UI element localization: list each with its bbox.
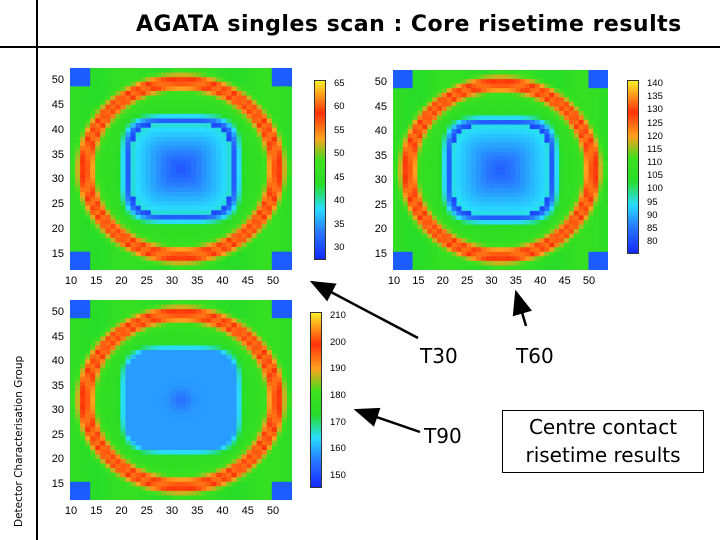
y-tick-label: 35	[374, 149, 387, 162]
x-tick-label: 50	[266, 275, 280, 287]
x-tick-label: 45	[241, 275, 254, 287]
vertical-divider	[36, 0, 38, 540]
heatmap-t60	[393, 70, 608, 270]
y-tick-label: 15	[51, 478, 64, 490]
x-tick-label: 50	[266, 505, 280, 517]
x-tick-label: 40	[534, 275, 547, 287]
x-tick-label: 25	[140, 275, 153, 287]
colorbar-tick-label: 95	[647, 196, 658, 208]
heatmap-t90	[70, 300, 292, 500]
y-tick-label: 35	[51, 148, 64, 161]
colorbar-t90	[310, 312, 322, 488]
x-tick-label: 30	[485, 275, 498, 287]
x-tick-label: 10	[64, 275, 78, 287]
y-tick-label: 45	[51, 98, 64, 111]
y-tick-label: 35	[51, 379, 64, 392]
x-tick-label: 20	[115, 505, 128, 517]
y-tick-label: 30	[51, 404, 64, 417]
heatmap-t30	[70, 68, 292, 270]
colorbar-tick-label: 90	[647, 209, 658, 221]
y-tick-label: 45	[51, 330, 64, 343]
x-tick-label: 30	[165, 275, 179, 287]
x-tick-label: 25	[140, 505, 153, 517]
colorbar-t60	[627, 80, 639, 254]
colorbar-tick-label: 105	[647, 170, 663, 182]
colorbar-tick-label: 170	[330, 416, 346, 428]
colorbar-tick-label: 125	[647, 117, 663, 129]
x-tick-label: 35	[191, 505, 204, 517]
colorbar-tick-label: 110	[647, 157, 663, 168]
y-tick-label: 45	[374, 100, 387, 113]
colorbar-tick-label: 65	[334, 78, 345, 89]
colorbar-tick-label: 135	[647, 91, 663, 103]
colorbar-tick-label: 45	[334, 171, 345, 183]
colorbar-tick-label: 40	[334, 195, 345, 207]
x-tick-label: 10	[387, 275, 401, 287]
colorbar-tick-label: 115	[647, 143, 663, 155]
x-tick-label: 25	[461, 275, 474, 287]
caption-t60: T60	[516, 344, 554, 368]
horizontal-divider	[0, 46, 720, 48]
y-tick-label: 20	[374, 223, 387, 236]
y-tick-label: 25	[51, 428, 64, 441]
y-tick-label: 40	[374, 125, 387, 138]
x-tick-label: 15	[90, 275, 103, 287]
colorbar-tick-label: 35	[334, 218, 345, 230]
y-tick-label: 15	[374, 248, 387, 260]
colorbar-t30	[314, 80, 326, 260]
x-tick-label: 35	[191, 275, 204, 287]
caption-t90: T90	[424, 424, 462, 448]
colorbar-tick-label: 190	[330, 363, 346, 375]
colorbar-tick-label: 210	[330, 310, 346, 321]
arrow-t60	[512, 289, 532, 327]
y-tick-label: 30	[374, 174, 387, 187]
y-tick-label: 40	[51, 123, 64, 136]
x-tick-label: 30	[165, 505, 179, 517]
colorbar-tick-label: 50	[334, 148, 345, 160]
colorbar-tick-label: 160	[330, 443, 346, 455]
x-tick-label: 50	[582, 275, 596, 287]
y-tick-label: 30	[51, 173, 64, 186]
colorbar-tick-label: 180	[330, 390, 346, 401]
x-tick-label: 35	[509, 275, 522, 287]
x-tick-label: 45	[241, 505, 254, 517]
colorbar-tick-label: 100	[647, 183, 663, 195]
x-tick-label: 20	[436, 275, 449, 287]
y-tick-label: 20	[51, 453, 64, 466]
x-tick-label: 15	[412, 275, 425, 287]
x-tick-label: 40	[216, 505, 229, 517]
note-line-2: risetime results	[525, 443, 681, 467]
caption-t30: T30	[420, 344, 458, 368]
y-tick-label: 50	[51, 306, 64, 318]
colorbar-tick-label: 55	[334, 124, 345, 136]
y-tick-label: 15	[51, 248, 64, 260]
y-tick-label: 25	[374, 198, 387, 211]
x-tick-label: 40	[216, 275, 229, 287]
colorbar-tick-label: 80	[647, 236, 658, 247]
colorbar-tick-label: 200	[330, 336, 346, 348]
y-tick-label: 25	[51, 198, 64, 211]
x-tick-label: 45	[558, 275, 571, 287]
arrow-t30	[309, 280, 419, 340]
y-tick-label: 20	[51, 223, 64, 236]
slide-title: AGATA singles scan : Core risetime resul…	[136, 12, 682, 37]
y-tick-label: 40	[51, 355, 64, 368]
colorbar-tick-label: 140	[647, 78, 663, 89]
y-tick-label: 50	[374, 76, 387, 88]
x-tick-label: 15	[90, 505, 103, 517]
x-tick-label: 10	[64, 505, 78, 517]
arrow-t90	[353, 407, 421, 434]
y-tick-label: 50	[51, 74, 64, 86]
x-tick-label: 20	[115, 275, 128, 287]
colorbar-tick-label: 130	[647, 104, 663, 116]
colorbar-tick-label: 120	[647, 130, 663, 142]
colorbar-tick-label: 150	[330, 470, 346, 481]
centre-contact-note: Centre contact risetime results	[502, 410, 704, 473]
colorbar-tick-label: 30	[334, 242, 345, 253]
note-line-1: Centre contact	[528, 415, 678, 439]
colorbar-tick-label: 60	[334, 101, 345, 113]
colorbar-tick-label: 85	[647, 222, 658, 234]
